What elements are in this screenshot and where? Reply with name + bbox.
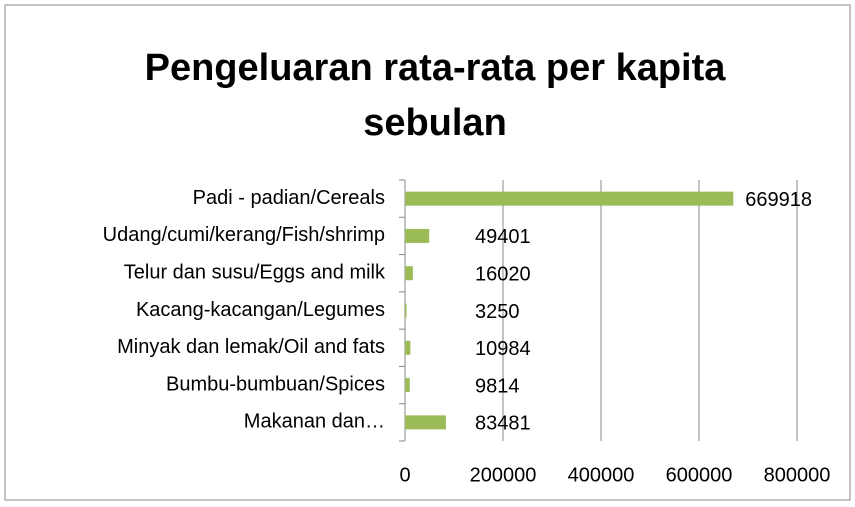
bar	[405, 415, 446, 430]
y-tick-label: Bumbu-bumbuan/Spices	[166, 373, 385, 395]
bar	[405, 378, 410, 393]
x-tick-label: 400000	[568, 464, 635, 486]
data-label: 49401	[475, 226, 531, 248]
y-tick-label: Padi - padian/Cereals	[193, 187, 385, 209]
x-tick-label: 800000	[764, 464, 831, 486]
bar	[405, 228, 430, 243]
y-tick-label: Minyak dan lemak/Oil and fats	[117, 336, 385, 358]
y-tick-label: Udang/cumi/kerang/Fish/shrimp	[103, 224, 385, 246]
data-label: 83481	[475, 413, 531, 435]
data-label: 10984	[475, 338, 531, 360]
bar	[405, 266, 413, 281]
data-label: 3250	[475, 301, 520, 323]
data-label: 9814	[475, 375, 520, 397]
y-tick-label: Telur dan susu/Eggs and milk	[124, 261, 386, 283]
data-label: 16020	[475, 263, 531, 285]
y-tick-label: Kacang-kacangan/Legumes	[136, 299, 385, 321]
bar	[405, 340, 411, 355]
data-label: 669918	[745, 189, 812, 211]
bar	[405, 191, 734, 206]
x-tick-label: 600000	[666, 464, 733, 486]
chart-title: Pengeluaran rata-rata per kapita	[145, 47, 727, 89]
bar	[405, 303, 407, 318]
x-tick-label: 0	[399, 464, 410, 486]
y-tick-label: Makanan dan…	[244, 411, 385, 433]
x-tick-label: 200000	[470, 464, 537, 486]
chart-title: sebulan	[363, 102, 507, 144]
